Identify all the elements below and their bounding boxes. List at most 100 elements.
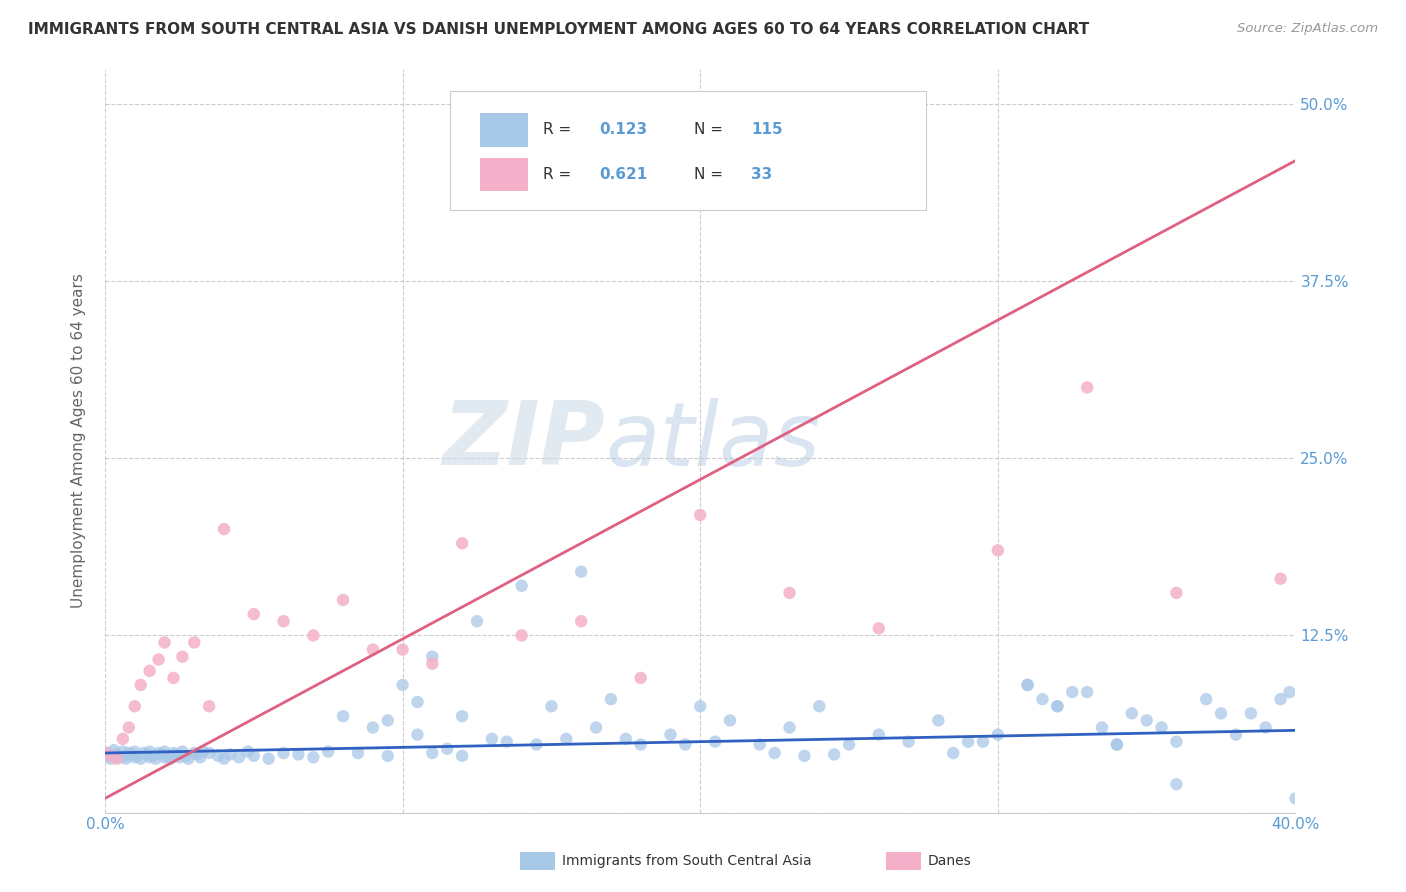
Point (451, 536, 474, 550)
Point (332, 709, 354, 723)
Point (162, 671, 184, 685)
Point (436, 741, 458, 756)
Point (897, 734, 920, 748)
Point (183, 635, 205, 649)
Point (1209, 706, 1232, 721)
Point (177, 752, 200, 766)
Point (1225, 728, 1247, 742)
Point (129, 678, 152, 692)
Point (114, 748, 136, 763)
Point (94, 746, 117, 760)
Point (97, 746, 120, 760)
Point (808, 699, 831, 714)
Point (153, 745, 176, 759)
Point (377, 714, 399, 728)
Point (138, 750, 160, 764)
Point (823, 747, 845, 762)
Point (1046, 699, 1069, 714)
Text: Danes: Danes (928, 854, 972, 868)
Point (124, 699, 146, 714)
Point (198, 699, 221, 714)
Point (156, 748, 179, 763)
Point (243, 748, 266, 763)
Point (779, 586, 801, 600)
Point (153, 750, 176, 764)
Point (1278, 685, 1301, 699)
Bar (479, 158, 527, 191)
Point (868, 621, 890, 635)
Point (689, 699, 711, 714)
FancyBboxPatch shape (450, 91, 927, 210)
Point (1284, 791, 1306, 805)
Point (165, 747, 187, 762)
Text: IMMIGRANTS FROM SOUTH CENTRAL ASIA VS DANISH UNEMPLOYMENT AMONG AGES 60 TO 64 YE: IMMIGRANTS FROM SOUTH CENTRAL ASIA VS DA… (28, 22, 1090, 37)
Point (188, 750, 211, 764)
Point (172, 649, 194, 664)
Point (585, 721, 607, 735)
Point (927, 714, 949, 728)
Point (100, 752, 122, 766)
Point (332, 593, 354, 607)
Point (142, 748, 165, 763)
Point (704, 734, 727, 748)
Point (451, 709, 474, 723)
Point (193, 745, 215, 759)
Point (630, 671, 652, 685)
Point (1270, 692, 1292, 706)
Point (1076, 380, 1098, 394)
Point (377, 748, 399, 763)
Point (273, 614, 295, 628)
Point (391, 678, 413, 692)
Point (118, 721, 141, 735)
Point (569, 565, 592, 579)
Text: 33: 33 (751, 167, 773, 182)
Point (186, 747, 208, 762)
Point (1046, 699, 1069, 714)
Point (148, 652, 170, 666)
Point (987, 728, 1010, 742)
Point (100, 748, 122, 763)
Point (148, 746, 170, 760)
Point (1150, 721, 1173, 735)
Point (302, 628, 325, 642)
Point (718, 714, 741, 728)
Point (198, 746, 221, 760)
Point (243, 607, 266, 621)
Point (793, 748, 815, 763)
Point (673, 738, 696, 752)
Point (630, 738, 652, 752)
Point (1105, 738, 1128, 752)
Point (422, 649, 444, 664)
Text: N =: N = (695, 122, 723, 137)
Y-axis label: Unemployment Among Ages 60 to 64 years: Unemployment Among Ages 60 to 64 years (72, 273, 86, 608)
Point (1166, 777, 1188, 791)
Text: 115: 115 (751, 122, 783, 137)
Point (1017, 678, 1039, 692)
Point (526, 738, 548, 752)
Point (105, 752, 128, 766)
Point (748, 738, 770, 752)
Point (1031, 692, 1053, 706)
Point (1062, 685, 1084, 699)
Point (942, 746, 965, 760)
Bar (479, 113, 527, 146)
Point (495, 734, 517, 748)
Point (169, 750, 191, 764)
Point (1270, 572, 1292, 586)
Point (129, 752, 152, 766)
Point (135, 747, 157, 762)
Point (451, 748, 474, 763)
Point (228, 750, 250, 764)
Point (1121, 706, 1143, 721)
Point (145, 752, 167, 766)
Point (1017, 678, 1039, 692)
Text: atlas: atlas (605, 398, 820, 483)
Point (212, 522, 235, 536)
Point (347, 746, 370, 760)
Point (124, 750, 146, 764)
Point (127, 748, 149, 763)
Point (150, 747, 173, 762)
Point (1195, 692, 1218, 706)
Point (987, 543, 1010, 558)
Point (779, 721, 801, 735)
